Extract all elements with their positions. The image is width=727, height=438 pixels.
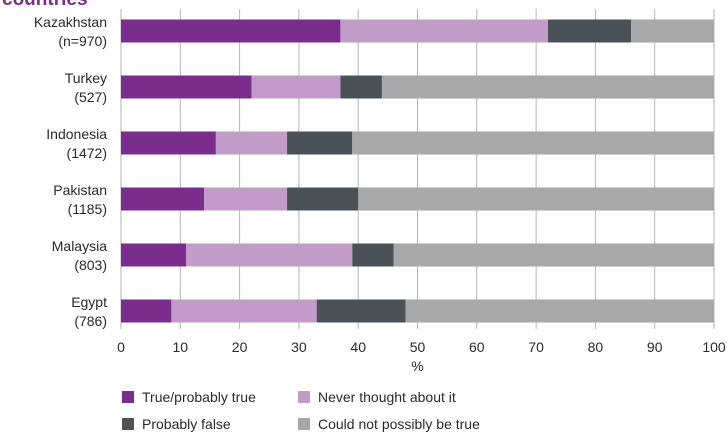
bar-segment bbox=[352, 243, 394, 267]
bar-segment bbox=[251, 75, 341, 99]
x-tick-label: 10 bbox=[173, 339, 189, 355]
legend-swatch bbox=[298, 418, 310, 430]
category-sample-size: (n=970) bbox=[58, 33, 107, 49]
legend-label: Could not possibly be true bbox=[318, 416, 480, 432]
x-tick-label: 0 bbox=[117, 339, 125, 355]
x-tick-label: 90 bbox=[647, 339, 663, 355]
bar-segment bbox=[358, 187, 714, 211]
category-sample-size: (1472) bbox=[67, 145, 107, 161]
category-label: Indonesia bbox=[46, 126, 107, 142]
bar-segment bbox=[405, 299, 714, 323]
category-sample-size: (1185) bbox=[68, 201, 107, 217]
legend-swatch bbox=[298, 391, 310, 403]
x-tick-label: 80 bbox=[588, 339, 604, 355]
legend-label: Never thought about it bbox=[318, 389, 456, 405]
legend: True/probably true Never thought about it… bbox=[122, 389, 480, 432]
chart-title: countries bbox=[2, 0, 88, 10]
bar-segment bbox=[393, 243, 714, 267]
category-sample-size: (527) bbox=[74, 89, 107, 105]
x-tick-label: 100 bbox=[702, 339, 726, 355]
legend-label: True/probably true bbox=[142, 389, 256, 405]
bar-segment bbox=[316, 299, 406, 323]
bar-segment bbox=[287, 187, 359, 211]
category-label: Kazakhstan bbox=[34, 14, 107, 30]
bar-segment bbox=[186, 243, 353, 267]
bar-segment bbox=[121, 19, 341, 43]
category-sample-size: (803) bbox=[74, 257, 107, 273]
bar-segment bbox=[121, 299, 172, 323]
bar-segment bbox=[630, 19, 714, 43]
bars bbox=[121, 19, 714, 323]
x-tick-label: 70 bbox=[528, 339, 544, 355]
category-label: Egypt bbox=[71, 294, 107, 310]
bar-segment bbox=[204, 187, 288, 211]
bar-segment bbox=[121, 75, 252, 99]
category-label: Malaysia bbox=[52, 238, 107, 254]
bar-segment bbox=[340, 19, 548, 43]
bar-segment bbox=[381, 75, 714, 99]
category-label: Pakistan bbox=[53, 182, 107, 198]
bar-segment bbox=[287, 131, 353, 155]
bar-segment bbox=[215, 131, 288, 155]
category-label: Turkey bbox=[65, 70, 107, 86]
x-tick-label: 20 bbox=[232, 339, 248, 355]
category-labels: Kazakhstan (n=970) Turkey (527) Indonesia (14… bbox=[34, 14, 107, 329]
bar-segment bbox=[121, 187, 205, 211]
bar-segment bbox=[121, 243, 187, 267]
gridlines bbox=[120, 9, 715, 329]
x-tick-label: 50 bbox=[410, 339, 426, 355]
bar-segment bbox=[171, 299, 317, 323]
legend-swatch bbox=[122, 418, 134, 430]
x-tick-label: 60 bbox=[469, 339, 485, 355]
x-axis: 0 10 20 30 40 50 60 70 80 90 100 bbox=[117, 339, 726, 355]
category-sample-size: (786) bbox=[74, 313, 107, 329]
bar-segment bbox=[340, 75, 382, 99]
bar-segment bbox=[352, 131, 714, 155]
bar-segment bbox=[121, 131, 216, 155]
x-tick-label: 30 bbox=[291, 339, 307, 355]
x-axis-label: % bbox=[411, 358, 423, 374]
x-tick-label: 40 bbox=[350, 339, 366, 355]
legend-swatch bbox=[122, 391, 134, 403]
legend-label: Probably false bbox=[142, 416, 231, 432]
bar-segment bbox=[547, 19, 631, 43]
